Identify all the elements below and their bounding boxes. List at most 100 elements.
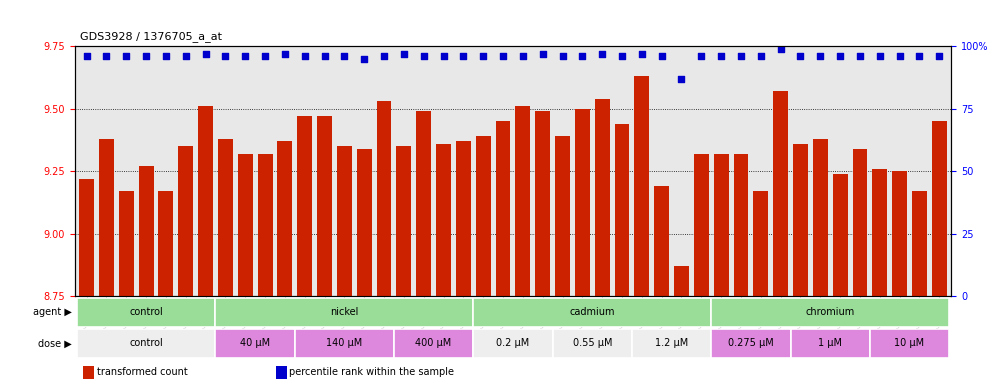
Text: 10 μM: 10 μM xyxy=(894,338,924,348)
Bar xyxy=(674,266,689,296)
Point xyxy=(793,53,809,59)
Point xyxy=(237,53,253,59)
Point xyxy=(415,53,431,59)
Point xyxy=(158,53,174,59)
Bar xyxy=(813,139,828,296)
Text: control: control xyxy=(129,338,163,348)
Point xyxy=(119,53,134,59)
Text: GDS3928 / 1376705_a_at: GDS3928 / 1376705_a_at xyxy=(80,31,222,42)
Text: control: control xyxy=(129,307,163,318)
Text: 0.275 μM: 0.275 μM xyxy=(728,338,774,348)
Text: dose ▶: dose ▶ xyxy=(38,338,72,348)
Text: nickel: nickel xyxy=(331,307,359,318)
Point xyxy=(197,51,213,57)
Bar xyxy=(473,298,711,327)
Point xyxy=(297,53,313,59)
Bar xyxy=(496,121,511,296)
Bar xyxy=(337,146,352,296)
Point xyxy=(595,51,611,57)
Bar xyxy=(733,154,748,296)
Point xyxy=(217,53,233,59)
Text: 1 μM: 1 μM xyxy=(819,338,843,348)
Point xyxy=(475,53,491,59)
Bar xyxy=(376,101,391,296)
Text: chromium: chromium xyxy=(806,307,855,318)
Point xyxy=(753,53,769,59)
Bar xyxy=(99,139,114,296)
Point xyxy=(79,53,95,59)
Bar xyxy=(773,91,788,296)
Point xyxy=(813,53,829,59)
Bar xyxy=(119,191,133,296)
Text: 1.2 μM: 1.2 μM xyxy=(655,338,688,348)
Bar xyxy=(295,329,394,358)
Bar xyxy=(932,121,947,296)
Point xyxy=(515,53,531,59)
Text: cadmium: cadmium xyxy=(570,307,615,318)
Point xyxy=(455,53,471,59)
Bar xyxy=(357,149,372,296)
Bar xyxy=(892,171,907,296)
Bar xyxy=(84,366,94,379)
Bar xyxy=(317,116,332,296)
Bar xyxy=(872,169,887,296)
Bar xyxy=(555,136,570,296)
Point xyxy=(733,53,749,59)
Text: agent ▶: agent ▶ xyxy=(33,307,72,318)
Point xyxy=(177,53,193,59)
Bar xyxy=(535,111,550,296)
Bar xyxy=(753,191,768,296)
Point xyxy=(257,53,273,59)
Point xyxy=(395,51,411,57)
Point xyxy=(673,76,689,82)
Bar xyxy=(853,149,868,296)
Point xyxy=(575,53,591,59)
Bar xyxy=(198,106,213,296)
Bar xyxy=(833,174,848,296)
Bar xyxy=(238,154,253,296)
Bar xyxy=(791,329,870,358)
Bar xyxy=(278,141,293,296)
Text: 0.2 μM: 0.2 μM xyxy=(496,338,530,348)
Bar xyxy=(215,298,473,327)
Bar xyxy=(138,166,153,296)
Point xyxy=(337,53,353,59)
Bar xyxy=(711,298,949,327)
Point xyxy=(99,53,115,59)
Point xyxy=(615,53,630,59)
Bar xyxy=(634,76,649,296)
Point xyxy=(317,53,333,59)
Bar xyxy=(79,179,94,296)
Bar xyxy=(473,329,553,358)
Point xyxy=(277,51,293,57)
Point xyxy=(357,56,373,62)
Point xyxy=(633,51,649,57)
Bar xyxy=(553,329,631,358)
Point xyxy=(653,53,669,59)
Point xyxy=(852,53,868,59)
Point xyxy=(376,53,392,59)
Point xyxy=(773,46,789,52)
Bar xyxy=(258,154,273,296)
Point xyxy=(713,53,729,59)
Bar xyxy=(416,111,431,296)
Bar xyxy=(694,154,709,296)
Bar xyxy=(515,106,530,296)
Bar xyxy=(77,329,215,358)
Bar xyxy=(476,136,491,296)
Bar xyxy=(396,146,411,296)
Point xyxy=(495,53,511,59)
Bar xyxy=(178,146,193,296)
Bar xyxy=(654,186,669,296)
Text: 0.55 μM: 0.55 μM xyxy=(573,338,612,348)
Text: 140 μM: 140 μM xyxy=(327,338,363,348)
Bar xyxy=(595,99,610,296)
Text: transformed count: transformed count xyxy=(97,367,187,377)
Point xyxy=(833,53,849,59)
Bar xyxy=(456,141,471,296)
Text: percentile rank within the sample: percentile rank within the sample xyxy=(290,367,454,377)
Bar xyxy=(297,116,312,296)
Bar xyxy=(714,154,729,296)
Point xyxy=(931,53,947,59)
Text: 40 μM: 40 μM xyxy=(240,338,270,348)
